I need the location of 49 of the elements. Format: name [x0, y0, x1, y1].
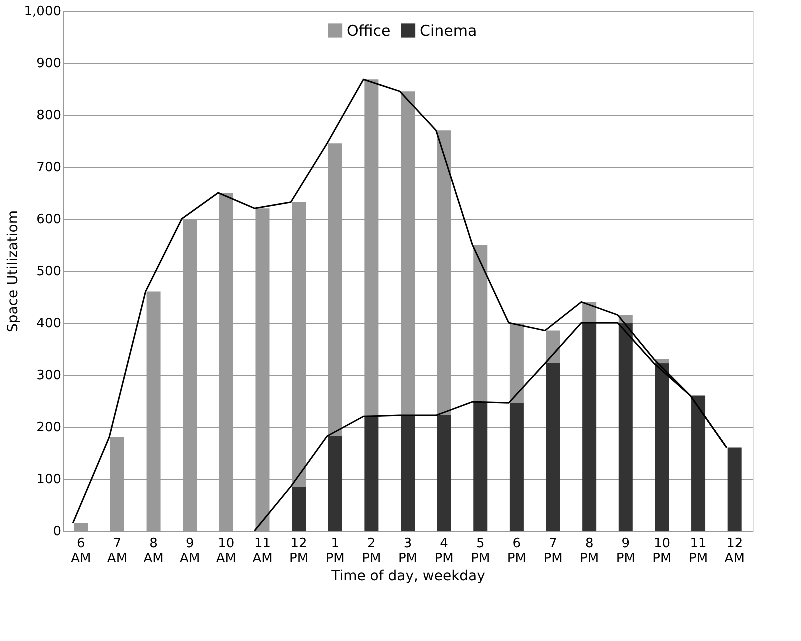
x-tick-label: 12 AM [724, 536, 745, 566]
bar [364, 416, 379, 531]
legend-label: Cinema [420, 22, 478, 40]
x-tick-label: 11 PM [688, 536, 708, 566]
x-tick-label: 5 PM [471, 536, 490, 566]
y-tick-label: 900 [36, 56, 62, 72]
bar [582, 302, 597, 323]
x-tick-label: 8 PM [580, 536, 600, 566]
y-tick-label: 100 [36, 472, 62, 488]
bar [582, 323, 597, 531]
x-tick-label: 12 PM [290, 536, 309, 566]
x-tick-label: 8 AM [144, 536, 164, 566]
bar [474, 402, 488, 531]
y-axis-title: Space Utilizatiom [5, 210, 22, 333]
legend-label: Office [347, 22, 391, 40]
y-tick-label: 500 [36, 264, 62, 280]
bar [546, 330, 560, 364]
x-tick-label: 10 PM [652, 536, 672, 566]
y-tick-label: 600 [36, 212, 62, 228]
bar [618, 323, 633, 531]
bar [692, 396, 706, 531]
y-tick-label: 0 [53, 524, 62, 540]
x-tick-label: 11 AM [252, 536, 273, 566]
bar [655, 364, 670, 531]
y-tick-label: 200 [36, 420, 62, 436]
x-tick-label: 7 AM [107, 536, 128, 566]
x-tick-label: 6 AM [71, 536, 92, 566]
bar [401, 416, 415, 531]
x-axis-title: Time of day, weekday [330, 568, 486, 584]
x-tick-label: 7 PM [544, 536, 563, 566]
x-tick-label: 1 PM [326, 536, 345, 566]
bar [328, 436, 342, 531]
x-tick-label: 10 AM [216, 536, 236, 566]
y-tick-label: 300 [36, 368, 62, 384]
x-tick-label: 4 PM [434, 536, 454, 566]
bar [728, 448, 742, 531]
y-tick-label: 700 [36, 160, 62, 176]
y-tick-label: 400 [36, 316, 62, 332]
bar [510, 403, 524, 531]
x-tick-label: 9 AM [180, 536, 200, 566]
x-tick-label: 2 PM [362, 536, 382, 566]
bar [546, 364, 560, 531]
y-tick-label: 1,000 [24, 4, 62, 20]
bar [437, 416, 452, 531]
x-tick-label: 3 PM [398, 536, 418, 566]
x-tick-label: 6 PM [507, 536, 526, 566]
x-tick-label: 9 PM [616, 536, 636, 566]
bar [292, 486, 306, 531]
y-tick-label: 800 [36, 108, 62, 124]
